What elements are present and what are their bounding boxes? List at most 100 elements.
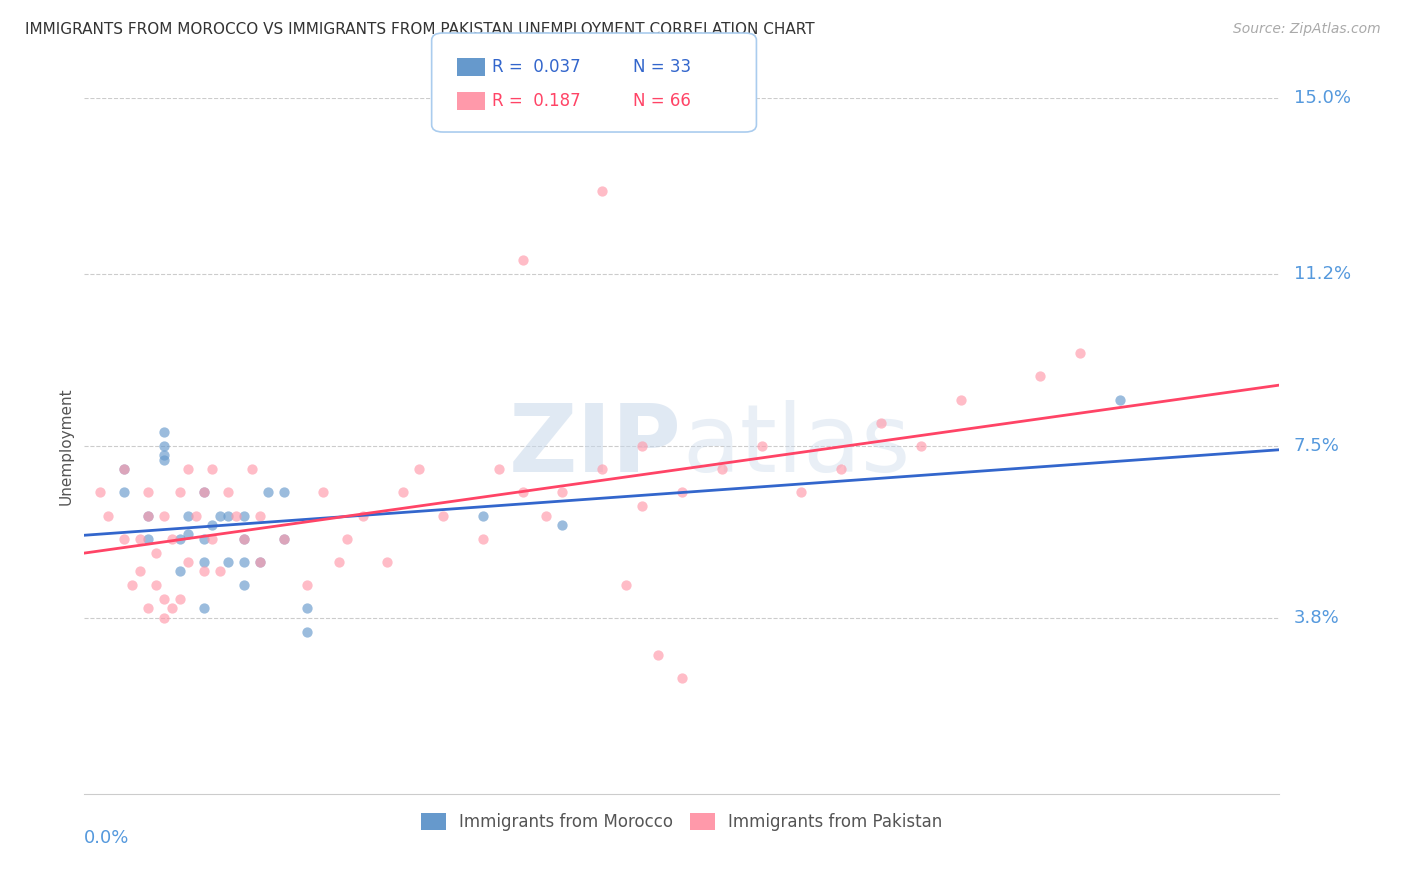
Point: [193, 564, 215, 578]
Point: [297, 578, 319, 592]
Text: N = 33: N = 33: [633, 58, 690, 76]
Text: 7.5%: 7.5%: [1294, 437, 1340, 455]
Point: [512, 485, 534, 500]
Text: Source: ZipAtlas.com: Source: ZipAtlas.com: [1233, 22, 1381, 37]
Y-axis label: Unemployment: Unemployment: [58, 387, 73, 505]
Point: [153, 508, 176, 523]
Point: [193, 485, 215, 500]
Point: [169, 485, 191, 500]
Point: [591, 462, 613, 476]
Point: [751, 439, 773, 453]
Point: [392, 485, 415, 500]
Point: [336, 532, 359, 546]
Text: R =  0.187: R = 0.187: [492, 92, 581, 110]
Point: [352, 508, 374, 523]
Point: [591, 184, 613, 198]
Point: [153, 439, 176, 453]
Point: [614, 578, 637, 592]
Point: [232, 555, 254, 569]
Point: [169, 564, 191, 578]
Text: R =  0.037: R = 0.037: [492, 58, 581, 76]
Point: [1069, 346, 1091, 360]
Point: [136, 485, 159, 500]
Point: [201, 462, 224, 476]
Point: [177, 462, 200, 476]
Text: 15.0%: 15.0%: [1294, 89, 1351, 107]
Text: ZIP: ZIP: [509, 400, 682, 492]
Point: [169, 592, 191, 607]
Point: [208, 564, 231, 578]
Point: [217, 555, 239, 569]
Point: [790, 485, 813, 500]
Point: [631, 439, 654, 453]
Point: [136, 508, 159, 523]
Point: [201, 532, 224, 546]
Point: [136, 532, 159, 546]
Point: [160, 601, 183, 615]
Point: [193, 601, 215, 615]
Point: [830, 462, 852, 476]
Point: [671, 485, 693, 500]
Point: [169, 532, 191, 546]
Point: [112, 485, 135, 500]
Point: [112, 462, 135, 476]
Point: [177, 527, 200, 541]
Text: 0.0%: 0.0%: [84, 829, 129, 847]
Point: [671, 671, 693, 685]
Point: [432, 508, 454, 523]
Point: [153, 425, 176, 439]
Point: [153, 610, 176, 624]
Point: [297, 601, 319, 615]
Point: [225, 508, 247, 523]
Point: [297, 624, 319, 639]
Point: [312, 485, 335, 500]
Point: [208, 508, 231, 523]
Point: [375, 555, 398, 569]
Point: [710, 462, 733, 476]
Point: [232, 532, 254, 546]
Point: [870, 416, 893, 430]
Point: [184, 508, 207, 523]
Text: N = 66: N = 66: [633, 92, 690, 110]
Point: [273, 532, 295, 546]
Point: [232, 532, 254, 546]
Point: [471, 532, 494, 546]
Point: [129, 532, 152, 546]
Point: [145, 546, 167, 560]
Point: [112, 462, 135, 476]
Point: [647, 648, 669, 662]
Point: [249, 508, 271, 523]
Point: [1029, 369, 1052, 384]
Point: [193, 485, 215, 500]
Point: [1109, 392, 1132, 407]
Legend: Immigrants from Morocco, Immigrants from Pakistan: Immigrants from Morocco, Immigrants from…: [415, 806, 949, 838]
Point: [153, 448, 176, 462]
Point: [232, 578, 254, 592]
Point: [136, 508, 159, 523]
Point: [145, 578, 167, 592]
Point: [193, 555, 215, 569]
Text: 11.2%: 11.2%: [1294, 266, 1351, 284]
Text: 3.8%: 3.8%: [1294, 608, 1340, 626]
Point: [232, 508, 254, 523]
Point: [910, 439, 932, 453]
Point: [217, 508, 239, 523]
Point: [551, 517, 574, 532]
Point: [256, 485, 278, 500]
Point: [89, 485, 111, 500]
Point: [160, 532, 183, 546]
Point: [249, 555, 271, 569]
Point: [512, 253, 534, 268]
Point: [136, 601, 159, 615]
Point: [121, 578, 143, 592]
Point: [273, 532, 295, 546]
Text: IMMIGRANTS FROM MOROCCO VS IMMIGRANTS FROM PAKISTAN UNEMPLOYMENT CORRELATION CHA: IMMIGRANTS FROM MOROCCO VS IMMIGRANTS FR…: [25, 22, 815, 37]
Point: [471, 508, 494, 523]
Point: [129, 564, 152, 578]
Point: [112, 532, 135, 546]
Point: [273, 485, 295, 500]
Point: [177, 508, 200, 523]
Point: [177, 555, 200, 569]
Point: [193, 532, 215, 546]
Point: [153, 453, 176, 467]
